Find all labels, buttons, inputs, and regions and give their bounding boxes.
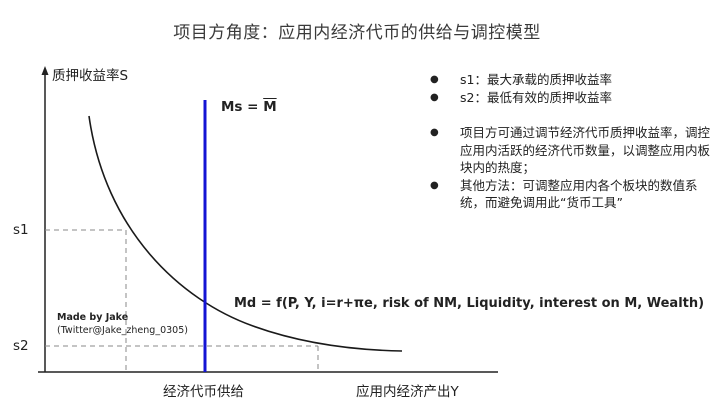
money-supply-label-prefix: Ms =	[221, 99, 264, 115]
money-supply-label-bar: M	[263, 99, 277, 115]
money-demand-curve	[88, 115, 403, 352]
note-item: 其他方法：可调整应用内各个板块的数值系统，而避免调用此“货币工具”	[428, 177, 710, 212]
x-axis-label-supply: 经济代币供给	[163, 384, 244, 400]
s1-tick-label: s1	[13, 222, 29, 238]
money-supply-label: Ms = M	[221, 99, 277, 115]
credit-twitter: (Twitter@Jake_zheng_0305)	[57, 325, 188, 336]
s2-tick-label: s2	[13, 338, 29, 354]
note-item: 项目方可通过调节经济代币质押收益率，调控应用内活跃的经济代币数量，以调整应用内板…	[428, 124, 710, 177]
y-axis-arrow	[41, 66, 49, 75]
page-title: 项目方角度：应用内经济代币的供给与调控模型	[173, 23, 541, 43]
notes-list: s1：最大承载的质押收益率 s2：最低有效的质押收益率 项目方可通过调节经济代币…	[428, 71, 710, 212]
y-axis-label: 质押收益率S	[52, 68, 129, 84]
x-axis-label-output: 应用内经济产出Y	[356, 384, 459, 400]
credit-author: Made by Jake	[57, 312, 129, 323]
note-item: s2：最低有效的质押收益率	[428, 89, 710, 107]
money-demand-label: Md = f(P, Y, i=r+πe, risk of NM, Liquidi…	[234, 296, 705, 311]
note-item: s1：最大承载的质押收益率	[428, 71, 710, 89]
